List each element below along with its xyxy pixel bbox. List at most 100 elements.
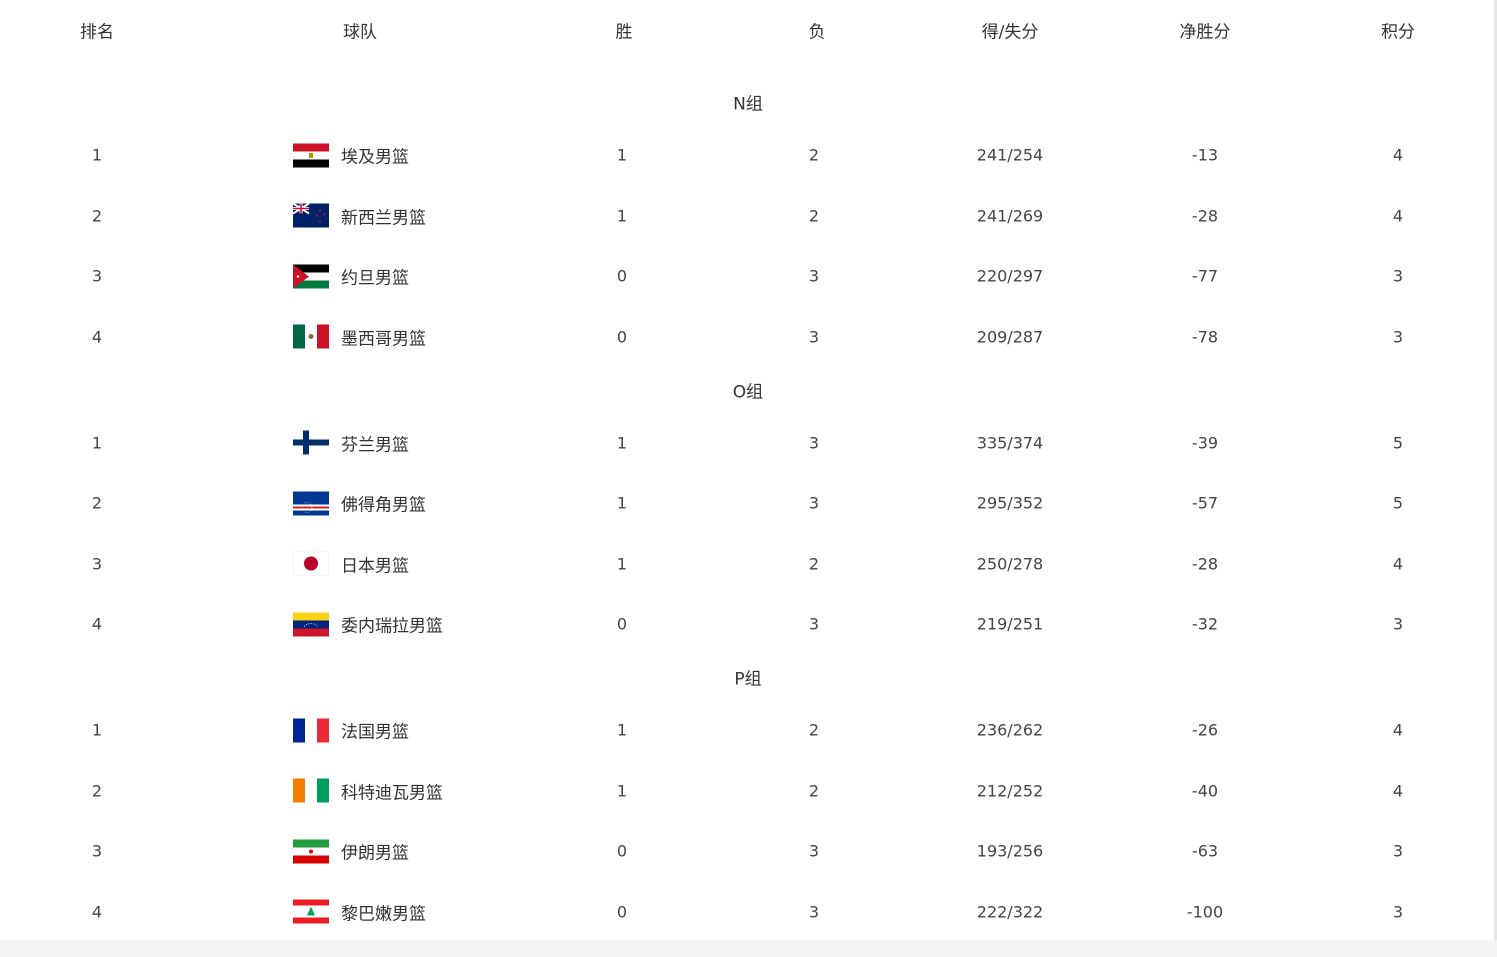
japan-flag-icon	[293, 551, 329, 576]
cell-rank: 4	[91, 902, 103, 921]
cell-standing-points: 3	[1392, 614, 1404, 634]
cell-standing-points: 3	[1392, 266, 1404, 286]
cell-rank: 3	[91, 554, 103, 573]
team-name: 芬兰男篮	[341, 435, 409, 455]
cell-losses: 2	[808, 145, 820, 165]
team-link[interactable]: 日本男篮	[293, 551, 409, 576]
header-point-diff[interactable]: 净胜分	[1179, 22, 1231, 43]
team-name: 埃及男篮	[341, 147, 409, 168]
cell-wins: 1	[616, 554, 628, 573]
cell-point-diff: -28	[1191, 206, 1219, 225]
cell-wins: 1	[616, 433, 628, 452]
team-link[interactable]: 埃及男篮	[293, 143, 409, 168]
cell-standing-points: 4	[1392, 781, 1404, 800]
cape-verde-flag-icon	[293, 491, 329, 515]
egypt-flag-icon	[293, 143, 329, 167]
cell-wins: 0	[616, 266, 628, 286]
bottom-bar	[0, 940, 1497, 957]
cell-points-for-against: 220/297	[976, 266, 1044, 286]
cell-losses: 3	[808, 266, 820, 286]
header-wins[interactable]: 胜	[615, 22, 633, 43]
cell-points-for-against: 241/269	[976, 206, 1044, 225]
team-link[interactable]: 墨西哥男篮	[293, 324, 426, 349]
cell-point-diff: -28	[1191, 554, 1219, 573]
mexico-flag-icon	[293, 324, 329, 349]
cell-losses: 3	[808, 614, 820, 634]
cell-point-diff: -57	[1191, 493, 1219, 513]
cell-point-diff: -78	[1191, 327, 1219, 346]
cell-standing-points: 4	[1392, 720, 1404, 740]
cell-losses: 2	[808, 554, 820, 573]
scrollbar[interactable]	[1494, 0, 1497, 940]
team-name: 科特迪瓦男篮	[341, 783, 443, 803]
team-link[interactable]: 新西兰男篮	[293, 203, 426, 228]
header-losses[interactable]: 负	[808, 22, 826, 43]
cell-points-for-against: 212/252	[976, 781, 1044, 800]
header-points-for-against[interactable]: 得/失分	[981, 22, 1039, 43]
cell-wins: 0	[616, 902, 628, 921]
cell-points-for-against: 209/287	[976, 327, 1044, 346]
cell-losses: 2	[808, 781, 820, 800]
team-link[interactable]: 芬兰男篮	[293, 430, 409, 455]
cell-standing-points: 3	[1392, 327, 1404, 346]
cell-standing-points: 5	[1392, 493, 1404, 513]
cell-point-diff: -13	[1191, 145, 1219, 165]
cell-wins: 1	[616, 206, 628, 225]
header-rank[interactable]: 排名	[80, 22, 114, 43]
cell-point-diff: -26	[1191, 720, 1219, 740]
team-link[interactable]: 法国男篮	[293, 718, 409, 743]
cell-standing-points: 3	[1392, 841, 1404, 861]
finland-flag-icon	[293, 430, 329, 455]
cell-rank: 4	[91, 327, 103, 346]
team-name: 约旦男篮	[341, 268, 409, 289]
cell-points-for-against: 295/352	[976, 493, 1044, 513]
cell-wins: 1	[616, 145, 628, 165]
cell-point-diff: -32	[1191, 614, 1219, 634]
cell-rank: 2	[91, 206, 103, 225]
cell-losses: 2	[808, 206, 820, 225]
team-name: 日本男篮	[341, 556, 409, 576]
cell-standing-points: 5	[1392, 433, 1404, 452]
cell-point-diff: -63	[1191, 841, 1219, 861]
team-link[interactable]: 伊朗男篮	[293, 839, 409, 864]
cell-point-diff: -40	[1191, 781, 1219, 800]
cell-wins: 0	[616, 327, 628, 346]
group-label: P组	[734, 669, 762, 690]
team-link[interactable]: 佛得角男篮	[293, 491, 426, 516]
france-flag-icon	[293, 718, 329, 742]
group-label: N组	[733, 94, 763, 115]
new-zealand-flag-icon	[293, 203, 329, 228]
team-name: 委内瑞拉男篮	[341, 616, 443, 637]
cell-losses: 3	[808, 327, 820, 346]
cell-rank: 1	[91, 433, 103, 452]
header-team[interactable]: 球队	[343, 22, 377, 43]
cell-rank: 3	[91, 266, 103, 286]
cell-point-diff: -39	[1191, 433, 1219, 452]
cell-points-for-against: 250/278	[976, 554, 1044, 573]
header-standing-points[interactable]: 积分	[1381, 22, 1415, 43]
cell-point-diff: -100	[1186, 902, 1224, 921]
cell-points-for-against: 222/322	[976, 902, 1044, 921]
cell-wins: 1	[616, 493, 628, 513]
team-link[interactable]: 黎巴嫩男篮	[293, 899, 426, 924]
cell-standing-points: 4	[1392, 206, 1404, 225]
lebanon-flag-icon	[293, 899, 329, 924]
cell-rank: 2	[91, 493, 103, 513]
cell-rank: 4	[91, 614, 103, 634]
cell-losses: 2	[808, 720, 820, 740]
cell-standing-points: 3	[1392, 902, 1404, 921]
cell-points-for-against: 335/374	[976, 433, 1044, 452]
cell-rank: 1	[91, 145, 103, 165]
team-name: 黎巴嫩男篮	[341, 904, 426, 924]
cell-rank: 3	[91, 841, 103, 861]
team-name: 新西兰男篮	[341, 208, 426, 228]
cell-losses: 3	[808, 841, 820, 861]
iran-flag-icon	[293, 839, 329, 863]
team-name: 佛得角男篮	[341, 495, 426, 516]
team-name: 伊朗男篮	[341, 843, 409, 864]
cell-points-for-against: 241/254	[976, 145, 1044, 165]
team-link[interactable]: 科特迪瓦男篮	[293, 778, 443, 803]
team-link[interactable]: 约旦男篮	[293, 264, 409, 289]
team-name: 法国男篮	[341, 722, 409, 743]
team-link[interactable]: 委内瑞拉男篮	[293, 612, 443, 637]
